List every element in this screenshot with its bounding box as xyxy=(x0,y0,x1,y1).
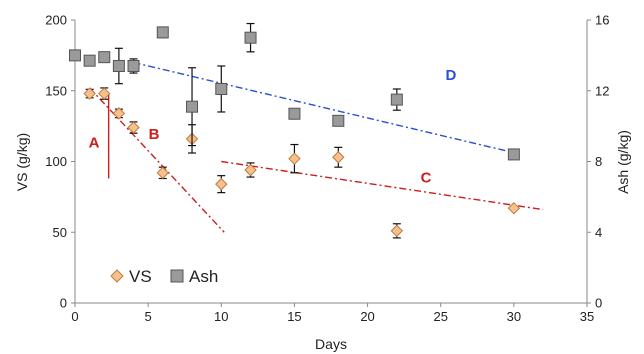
x-tick-label: 10 xyxy=(214,309,228,324)
vs-marker xyxy=(112,107,126,120)
ash-marker xyxy=(112,59,125,72)
trend-line-c xyxy=(221,160,544,211)
y-axis-right-title: Ash (g/kg) xyxy=(615,130,631,194)
legend-ash-marker xyxy=(170,269,184,283)
vs-point xyxy=(507,201,521,215)
ash-point xyxy=(83,54,96,67)
ash-point xyxy=(186,67,199,147)
x-tick-label: 25 xyxy=(433,309,447,324)
vs-point xyxy=(390,223,404,239)
x-tick-label: 35 xyxy=(580,309,594,324)
legend: VS Ash xyxy=(110,267,218,286)
ash-point xyxy=(127,58,140,74)
x-tick-label: 15 xyxy=(287,309,301,324)
x-tick-label: 20 xyxy=(360,309,374,324)
y-left-tick-label: 0 xyxy=(60,296,67,311)
ash-marker xyxy=(98,51,111,64)
ash-marker xyxy=(215,82,228,95)
vs-point xyxy=(98,87,111,100)
ash-marker xyxy=(507,148,520,161)
ash-marker xyxy=(83,54,96,67)
y-right-tick-label: 16 xyxy=(595,13,609,28)
ash-point xyxy=(390,88,403,111)
vs-point xyxy=(83,87,96,100)
vs-marker xyxy=(156,166,169,180)
vs-marker xyxy=(332,151,345,164)
ash-point xyxy=(507,148,520,161)
vs-point xyxy=(332,146,345,168)
ash-point xyxy=(332,114,345,127)
ash-point xyxy=(156,26,169,39)
ash-point xyxy=(112,47,125,85)
ash-marker xyxy=(69,49,81,62)
vs-marker xyxy=(244,163,257,177)
vs-marker xyxy=(288,152,301,165)
trend-line-d xyxy=(133,61,515,154)
y-left-tick-label: 200 xyxy=(45,13,67,28)
vs-point xyxy=(244,162,257,178)
trend-label-b: B xyxy=(149,126,160,143)
ash-marker xyxy=(127,59,140,72)
trend-lines-layer: A B C D xyxy=(89,61,544,233)
x-tick-label: 30 xyxy=(507,309,521,324)
y-right-tick-label: 12 xyxy=(595,83,609,98)
y-axis-left-title: VS (g/kg) xyxy=(14,133,30,191)
y-right-tick-label: 8 xyxy=(595,154,602,169)
vs-marker xyxy=(98,87,111,100)
ash-point xyxy=(215,65,228,113)
legend-ash-label: Ash xyxy=(189,267,218,286)
vs-point xyxy=(156,166,169,180)
trend-label-c: C xyxy=(421,170,432,187)
y-left-tick-label: 100 xyxy=(45,154,67,169)
legend-vs-marker xyxy=(110,269,124,283)
vs-marker xyxy=(83,87,96,100)
vs-point xyxy=(112,107,126,120)
x-tick-label: 0 xyxy=(71,309,78,324)
points-layer xyxy=(69,22,521,239)
trend-label-d: D xyxy=(446,67,457,84)
vs-marker xyxy=(127,121,140,134)
ash-marker xyxy=(332,114,345,127)
y-right-tick-label: 0 xyxy=(595,296,602,311)
trend-label-a: A xyxy=(89,134,100,151)
vs-marker xyxy=(390,224,404,238)
vs-marker xyxy=(507,201,521,215)
ash-point xyxy=(244,22,257,53)
x-axis-title: Days xyxy=(315,336,347,352)
ash-marker xyxy=(186,100,199,113)
vs-point xyxy=(127,121,140,134)
y-left-tick-label: 150 xyxy=(45,83,67,98)
ash-marker xyxy=(244,31,257,44)
y-left-tick-label: 50 xyxy=(53,225,67,240)
x-tick-label: 5 xyxy=(145,309,152,324)
y-right-tick-label: 4 xyxy=(595,225,602,240)
ash-marker xyxy=(156,26,169,39)
legend-vs-label: VS xyxy=(129,267,152,286)
trend-line-b xyxy=(89,87,225,233)
vs-point xyxy=(215,175,228,194)
vs-marker xyxy=(215,177,228,191)
ash-marker xyxy=(390,93,403,106)
ash-point xyxy=(98,51,111,64)
ash-point xyxy=(69,49,81,62)
ash-marker xyxy=(288,107,301,120)
ash-point xyxy=(288,107,301,120)
vs-point xyxy=(288,143,301,174)
